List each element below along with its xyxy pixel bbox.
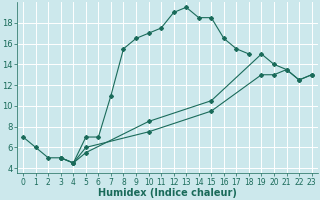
X-axis label: Humidex (Indice chaleur): Humidex (Indice chaleur): [98, 188, 237, 198]
